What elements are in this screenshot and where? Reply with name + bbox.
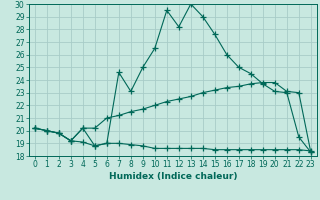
X-axis label: Humidex (Indice chaleur): Humidex (Indice chaleur) bbox=[108, 172, 237, 181]
